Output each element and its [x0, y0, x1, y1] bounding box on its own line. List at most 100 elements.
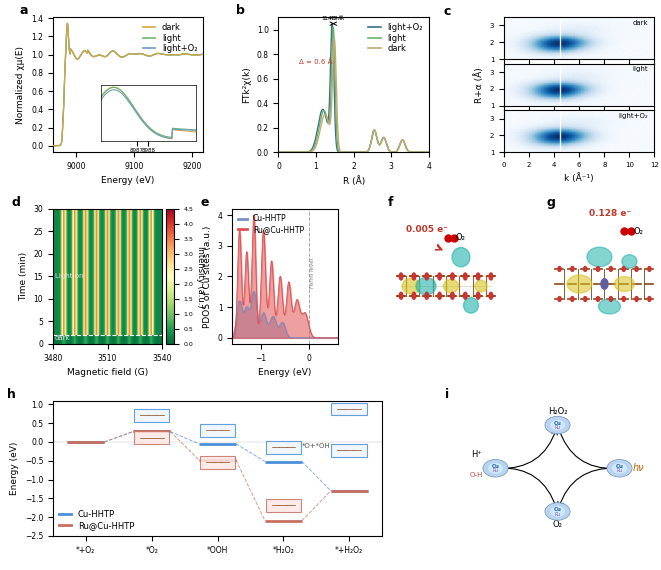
Text: light+O₂: light+O₂: [619, 113, 648, 119]
FancyBboxPatch shape: [200, 456, 235, 469]
Text: dark: dark: [633, 19, 648, 26]
X-axis label: Energy (eV): Energy (eV): [258, 368, 311, 377]
Text: H⁺: H⁺: [471, 450, 482, 459]
Text: Cu: Cu: [492, 464, 500, 469]
Circle shape: [584, 296, 587, 302]
FancyBboxPatch shape: [332, 444, 367, 457]
Circle shape: [399, 273, 403, 280]
Legend: Cu-HHTP, Ru@Cu-HHTP: Cu-HHTP, Ru@Cu-HHTP: [57, 508, 136, 532]
Circle shape: [399, 292, 403, 299]
Text: 0.005 e⁻: 0.005 e⁻: [406, 225, 448, 234]
Circle shape: [596, 296, 600, 302]
Ellipse shape: [587, 247, 612, 267]
Text: 1.43 Å: 1.43 Å: [322, 16, 342, 21]
Text: Fermi level: Fermi level: [310, 258, 315, 288]
Circle shape: [622, 267, 625, 271]
FancyBboxPatch shape: [200, 424, 235, 437]
Text: O₂: O₂: [633, 227, 643, 236]
Circle shape: [570, 267, 574, 271]
Text: g: g: [547, 196, 555, 209]
Circle shape: [412, 273, 416, 280]
Circle shape: [488, 463, 502, 473]
Y-axis label: Intensity (a.u.): Intensity (a.u.): [196, 246, 204, 307]
Text: O-H: O-H: [469, 472, 483, 478]
Text: dark: dark: [55, 335, 70, 341]
Circle shape: [412, 292, 416, 299]
Circle shape: [648, 267, 651, 271]
Ellipse shape: [463, 298, 479, 313]
Circle shape: [545, 503, 570, 520]
Ellipse shape: [622, 255, 637, 268]
Circle shape: [545, 416, 570, 434]
Circle shape: [551, 507, 564, 516]
Text: Δ = 0.6 Å: Δ = 0.6 Å: [299, 58, 332, 65]
Circle shape: [477, 292, 480, 299]
Ellipse shape: [567, 275, 592, 293]
Circle shape: [425, 273, 428, 280]
Circle shape: [451, 273, 454, 280]
Circle shape: [438, 273, 442, 280]
Circle shape: [570, 296, 574, 302]
Text: O₂: O₂: [456, 233, 466, 242]
Text: hν: hν: [633, 463, 644, 473]
Circle shape: [558, 267, 561, 271]
FancyBboxPatch shape: [266, 499, 301, 512]
Y-axis label: Energy (eV): Energy (eV): [10, 442, 19, 495]
Legend: dark, light, light+O₂: dark, light, light+O₂: [141, 21, 199, 55]
Text: e: e: [201, 196, 210, 209]
Circle shape: [483, 459, 508, 477]
Y-axis label: PDOS of Cu sites (a.u.): PDOS of Cu sites (a.u.): [203, 225, 212, 328]
Circle shape: [609, 267, 613, 271]
Text: b: b: [237, 5, 245, 18]
Circle shape: [489, 273, 492, 280]
Y-axis label: FTk²χ(k): FTk²χ(k): [242, 66, 251, 103]
Y-axis label: Time (min): Time (min): [19, 252, 28, 301]
Circle shape: [607, 459, 632, 477]
Text: Ru: Ru: [617, 469, 623, 474]
Circle shape: [613, 463, 627, 473]
Ellipse shape: [444, 279, 459, 293]
Text: O₂: O₂: [553, 520, 563, 530]
Circle shape: [648, 296, 651, 302]
Text: Ru: Ru: [492, 469, 498, 474]
Legend: light+O₂, light, dark: light+O₂, light, dark: [367, 21, 424, 55]
Ellipse shape: [615, 276, 635, 291]
Circle shape: [635, 267, 638, 271]
Text: f: f: [388, 196, 393, 209]
Text: c: c: [444, 5, 451, 18]
FancyBboxPatch shape: [266, 441, 301, 454]
X-axis label: R (Å): R (Å): [342, 177, 365, 186]
Y-axis label: Normalized χμ(E): Normalized χμ(E): [17, 46, 26, 124]
Ellipse shape: [416, 278, 436, 295]
Text: i: i: [445, 388, 449, 401]
Circle shape: [622, 296, 625, 302]
Ellipse shape: [598, 299, 621, 314]
Text: Light on: Light on: [55, 274, 83, 279]
Ellipse shape: [452, 247, 470, 267]
Text: *O+*OH: *O+*OH: [302, 443, 330, 449]
Circle shape: [596, 267, 600, 271]
Circle shape: [584, 267, 587, 271]
Circle shape: [477, 273, 480, 280]
FancyBboxPatch shape: [134, 431, 169, 444]
Circle shape: [551, 420, 564, 430]
Circle shape: [635, 296, 638, 302]
Text: d: d: [11, 196, 20, 209]
Text: a: a: [20, 5, 28, 18]
Circle shape: [558, 296, 561, 302]
Circle shape: [609, 296, 613, 302]
X-axis label: Magnetic field (G): Magnetic field (G): [67, 368, 148, 377]
Text: 1.49 Å: 1.49 Å: [325, 16, 344, 21]
Text: Cu: Cu: [554, 421, 561, 426]
Text: Ru: Ru: [555, 512, 561, 516]
Circle shape: [451, 292, 454, 299]
FancyBboxPatch shape: [134, 409, 169, 422]
Circle shape: [601, 279, 608, 289]
Legend: Cu-HHTP, Ru@Cu-HHTP: Cu-HHTP, Ru@Cu-HHTP: [236, 213, 305, 235]
Text: H₂O₂: H₂O₂: [548, 407, 567, 416]
Ellipse shape: [402, 278, 420, 294]
X-axis label: k (Å⁻¹): k (Å⁻¹): [564, 173, 594, 184]
Circle shape: [463, 292, 467, 299]
Text: h: h: [7, 388, 16, 401]
Circle shape: [438, 292, 442, 299]
